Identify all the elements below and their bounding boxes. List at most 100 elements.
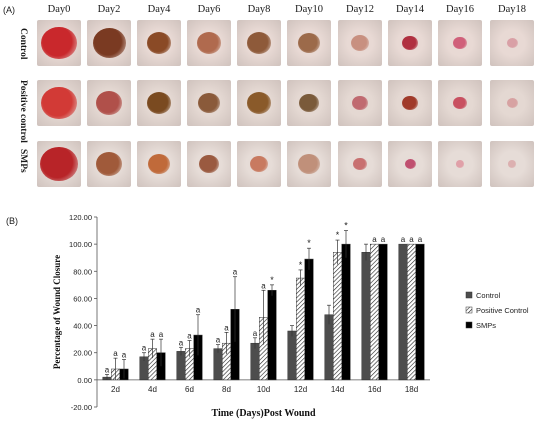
wound-area [455, 160, 465, 168]
panel-b-label: (B) [6, 216, 18, 226]
bar [250, 342, 260, 381]
wound-photo [438, 141, 482, 187]
wound-photo [338, 20, 382, 66]
wound-photo [37, 141, 81, 187]
wound-area [92, 28, 126, 58]
row-label: Control [18, 28, 28, 60]
wound-photo [388, 80, 432, 126]
x-axis-title: Time (Days)Post Wound [211, 408, 316, 419]
wound-photo [338, 141, 382, 187]
y-tick-label: 80.00 [73, 267, 92, 276]
wound-photo [237, 20, 281, 66]
bar [398, 243, 408, 381]
significance-label: a [381, 235, 386, 244]
wound-photo [187, 20, 231, 66]
wound-photo [438, 80, 482, 126]
x-tick-label: 14d [331, 385, 344, 394]
wound-area [95, 91, 123, 115]
wound-area [299, 94, 319, 112]
y-tick-label: 0.00 [77, 376, 92, 385]
wound-photo [37, 20, 81, 66]
y-tick-label: 20.00 [73, 349, 92, 358]
wound-photo [490, 80, 534, 126]
significance-label: a [113, 349, 118, 358]
wound-photo [287, 80, 331, 126]
wound-area [196, 32, 222, 54]
bar [361, 252, 371, 381]
significance-label: a [122, 351, 127, 360]
wound-photo [237, 80, 281, 126]
bar [259, 317, 268, 381]
wound-area [453, 37, 467, 49]
bar [407, 243, 416, 381]
day-label: Day10 [295, 4, 323, 15]
bar [156, 352, 166, 381]
bar [324, 314, 334, 381]
bar [267, 290, 277, 381]
bar [296, 277, 305, 381]
wound-area [404, 159, 416, 169]
wound-area [353, 158, 367, 170]
wound-photo [137, 141, 181, 187]
bar [185, 348, 194, 381]
y-axis-title: Percentage of Wound Closure [52, 255, 62, 369]
day-label: Day4 [147, 4, 171, 15]
legend-label: Control [476, 291, 501, 300]
x-tick-label: 12d [294, 385, 307, 394]
y-tick-label: 40.00 [73, 322, 92, 331]
significance-label: a [105, 365, 110, 374]
x-tick-label: 6d [185, 385, 194, 394]
wound-area [298, 33, 320, 53]
significance-label: * [270, 275, 274, 285]
wound-photo [187, 141, 231, 187]
wound-photo [137, 80, 181, 126]
wound-area [146, 32, 172, 54]
significance-label: a [261, 281, 266, 290]
significance-label: a [216, 336, 221, 345]
wound-photo [187, 80, 231, 126]
panel-a-label: (A) [3, 5, 15, 15]
bar [148, 348, 157, 381]
legend-swatch [465, 306, 473, 314]
wound-photo [388, 20, 432, 66]
significance-label: a [418, 235, 423, 244]
y-tick-label: 120.00 [69, 213, 92, 222]
day-label: Day16 [446, 4, 474, 15]
wound-area [41, 27, 77, 59]
wound-photo [287, 141, 331, 187]
wound-area [41, 87, 77, 119]
y-tick-label: 60.00 [73, 294, 92, 303]
wound-area [246, 32, 272, 54]
significance-label: a [233, 268, 238, 277]
significance-label: a [224, 323, 229, 332]
wound-area [198, 93, 220, 113]
wound-photo [237, 141, 281, 187]
wound-photo [338, 80, 382, 126]
wound-area [298, 154, 320, 174]
x-tick-label: 10d [257, 385, 270, 394]
bar [111, 368, 120, 381]
significance-label: a [187, 332, 192, 341]
x-tick-label: 8d [222, 385, 231, 394]
significance-label: a [372, 235, 377, 244]
x-tick-label: 18d [405, 385, 418, 394]
row-label: SMPs [18, 149, 28, 173]
y-tick-label: 100.00 [69, 240, 92, 249]
bar [370, 243, 379, 381]
day-label: Day8 [247, 4, 271, 15]
bar [341, 243, 351, 381]
wound-area [199, 155, 219, 173]
wound-photo [490, 141, 534, 187]
legend-swatch [465, 321, 473, 329]
significance-label: a [179, 338, 184, 347]
wound-photo [87, 80, 131, 126]
bar [213, 348, 223, 381]
bar [333, 252, 342, 381]
significance-label: * [336, 230, 340, 240]
bar [230, 309, 240, 381]
wound-photo [87, 141, 131, 187]
wound-area [402, 96, 418, 110]
wound-area [506, 38, 518, 48]
wound-area [453, 97, 467, 109]
legend-label: Positive Control [476, 306, 529, 315]
